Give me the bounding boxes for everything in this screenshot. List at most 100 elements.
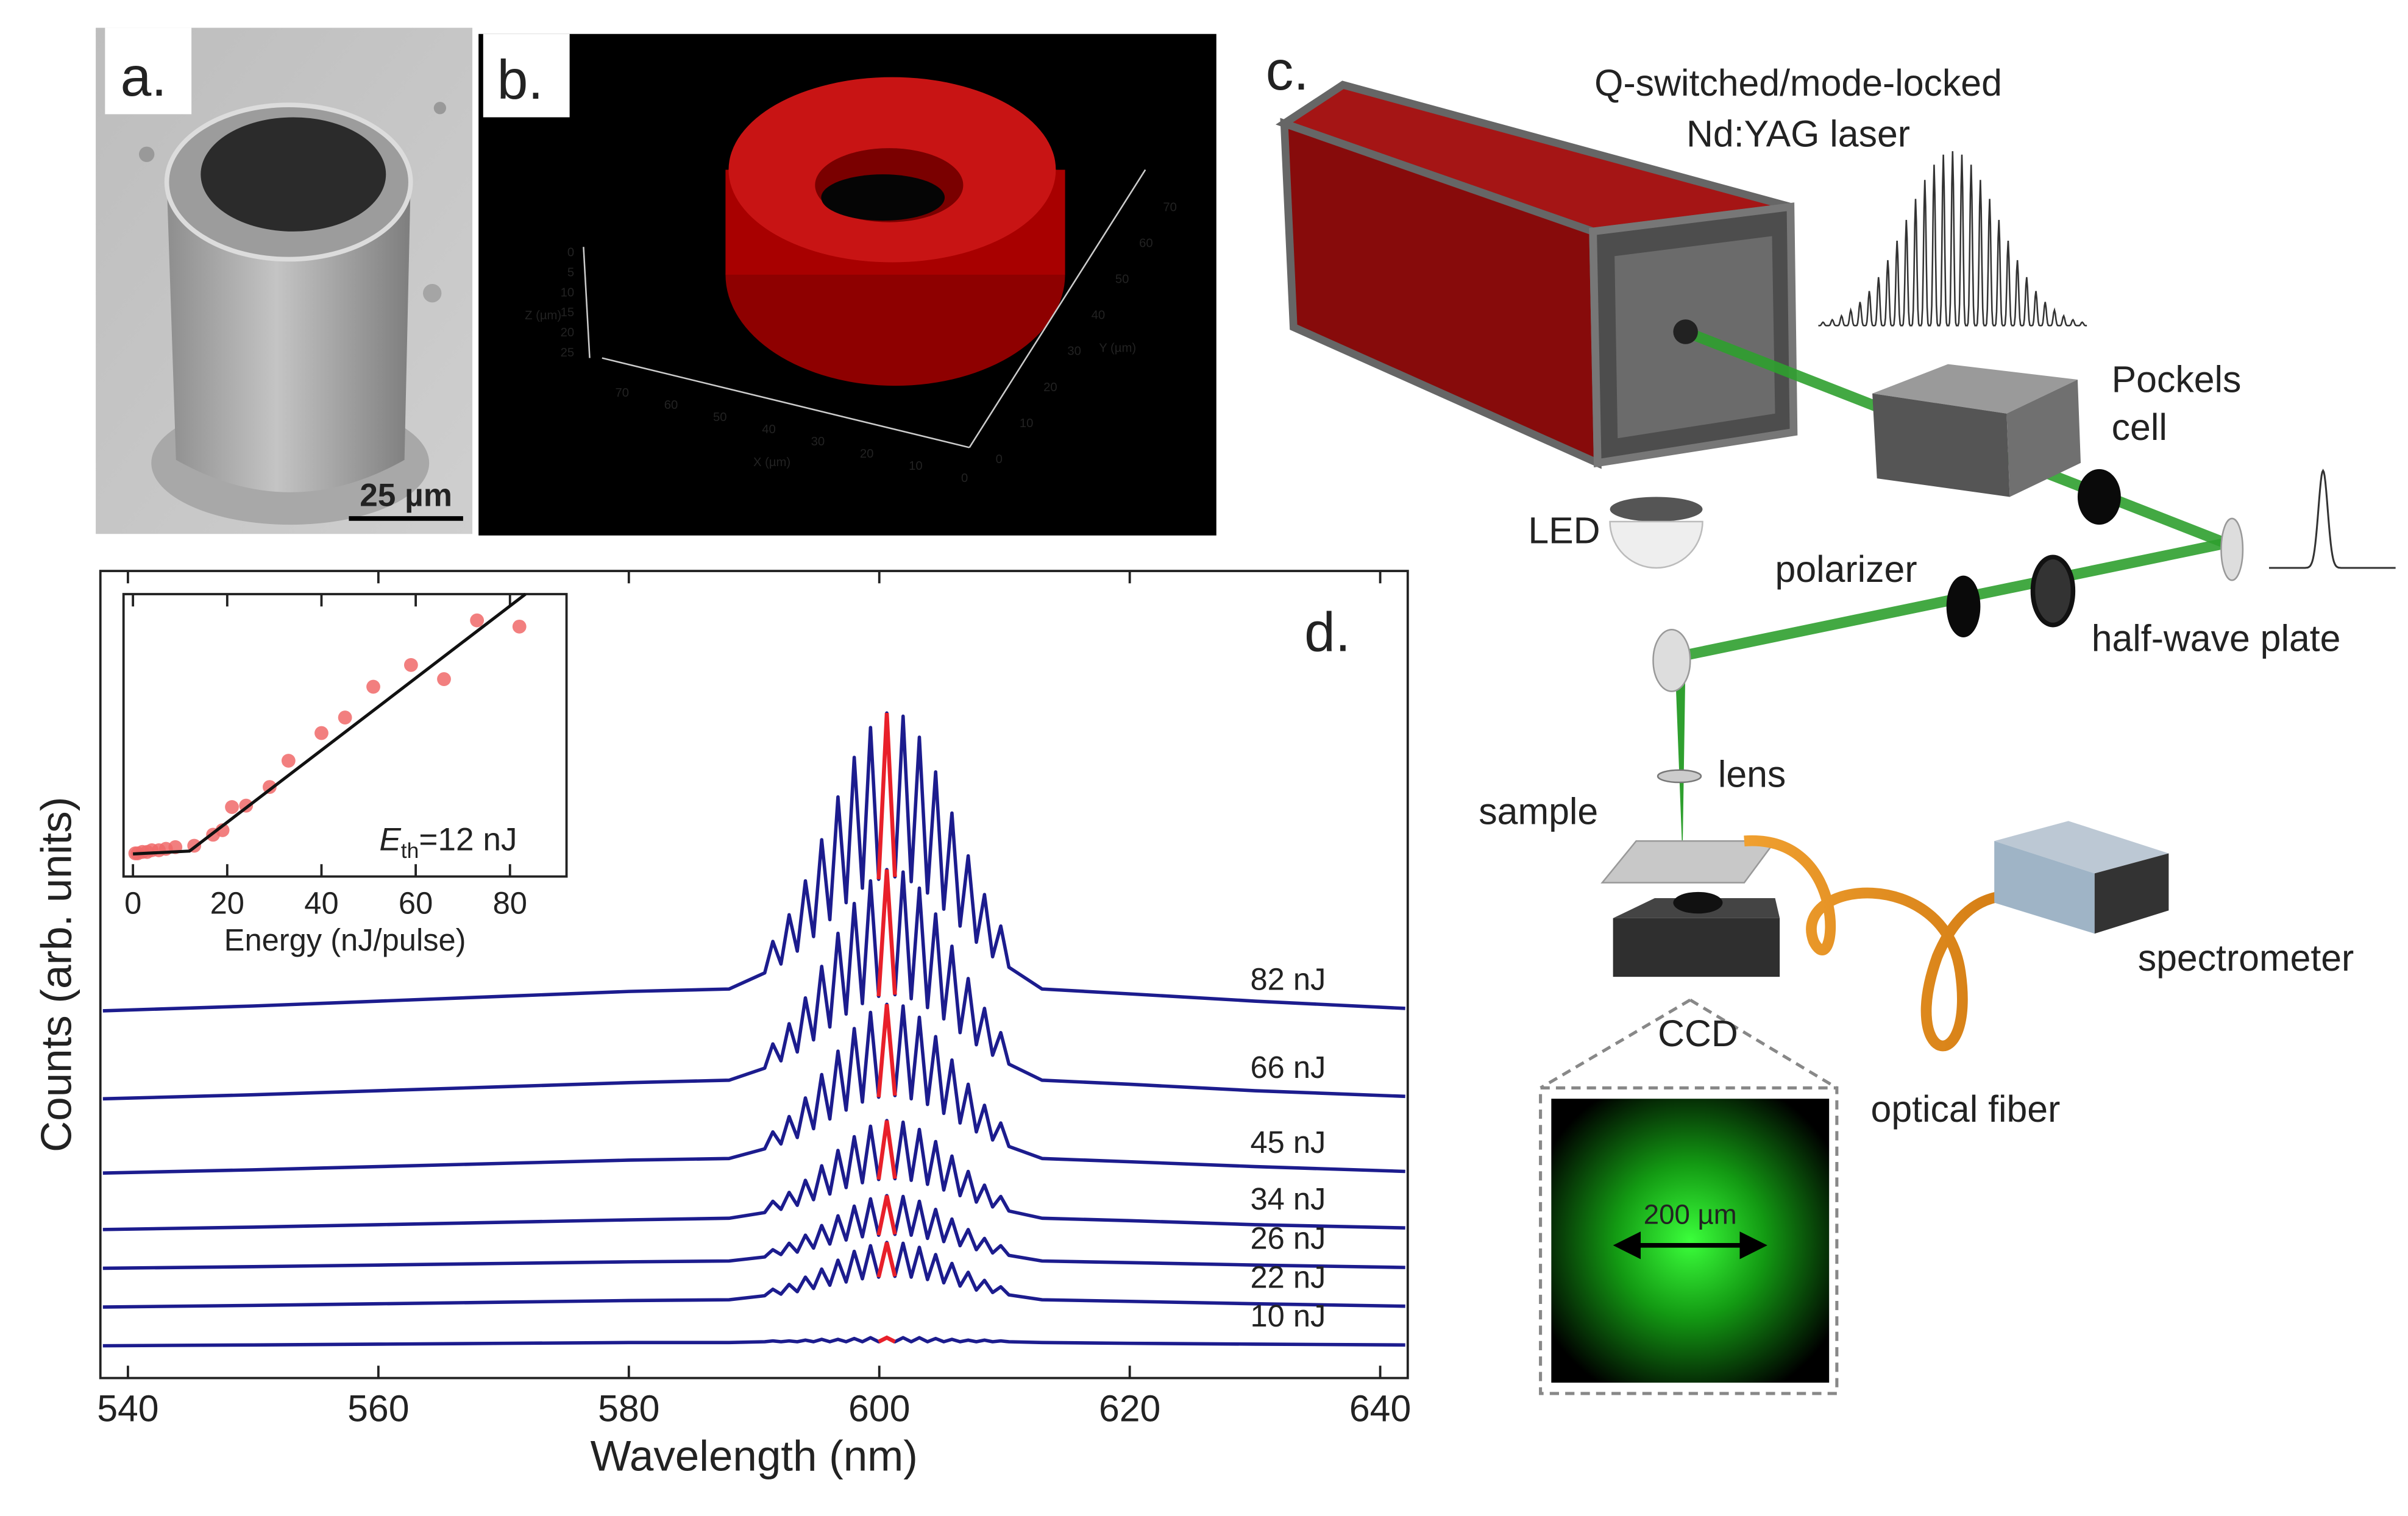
led-label: LED (1528, 509, 1600, 551)
spectrometer-side (2094, 853, 2169, 934)
mirror (2220, 517, 2244, 581)
x-tick-label: 30 (811, 435, 825, 448)
series-label: 66 nJ (1250, 1050, 1326, 1085)
data-point (437, 672, 451, 686)
z-tick-label: 15 (561, 306, 575, 319)
data-point (470, 613, 485, 628)
axis-line (583, 247, 591, 358)
axis-title: Y (µm) (1099, 341, 1136, 355)
laser-label: Nd:YAG laser (1686, 113, 1910, 155)
x-tick-label: 0 (124, 885, 141, 920)
ccd-lens (1673, 891, 1723, 914)
panel-a: a. 25 µm (96, 27, 473, 534)
data-point (366, 679, 380, 694)
spectrum (102, 1194, 1405, 1270)
highlight-peak (876, 1120, 897, 1180)
label-box (105, 27, 192, 115)
single-pulse (2268, 469, 2396, 569)
axis-line (602, 357, 970, 448)
highlight-peak (876, 1195, 897, 1236)
laser-aperture (1673, 319, 1698, 344)
fiber (1744, 835, 2051, 1052)
y-tick-label: 60 (1139, 237, 1153, 250)
series-label: 34 nJ (1250, 1181, 1326, 1216)
spectrum (102, 1336, 1405, 1348)
series-label: 22 nJ (1250, 1259, 1326, 1294)
z-tick-label: 20 (561, 326, 575, 339)
label-box (483, 34, 570, 118)
z-tick-label: 5 (567, 266, 574, 279)
panel-label: b. (497, 49, 544, 111)
pockels-front (1872, 393, 2010, 497)
sem-spot (433, 102, 447, 115)
sem-spot (423, 283, 442, 303)
y-axis-label: Counts (arb. units) (33, 797, 81, 1152)
y-tick-label: 10 (1020, 417, 1034, 430)
lens-label: lens (1718, 754, 1786, 795)
highlight-peak (876, 869, 897, 997)
data-point (281, 754, 296, 768)
zoom-box (1539, 1086, 1839, 1395)
wave-plate-label: half-wave plate (2092, 618, 2341, 659)
ccd-label: CCD (1658, 1013, 1738, 1054)
spectrometer-top (1994, 821, 2169, 874)
data-point (403, 657, 418, 672)
y-tick-label: 70 (1163, 201, 1177, 214)
panel-label: a. (121, 46, 167, 108)
x-tick-label: 540 (97, 1388, 158, 1429)
x-tick-label: 60 (399, 885, 433, 920)
plot-frame (99, 570, 1409, 1380)
tube-body (166, 182, 411, 492)
y-tick-label: 30 (1067, 345, 1081, 358)
scale-bar-label: 25 µm (360, 478, 452, 514)
data-point (263, 780, 277, 794)
x-tick-label: 50 (713, 411, 727, 424)
y-tick-label: 20 (1043, 381, 1057, 394)
x-axis-label: Wavelength (nm) (591, 1433, 918, 1481)
spectrum (102, 1241, 1405, 1309)
series-label: 26 nJ (1250, 1221, 1326, 1256)
image-scale: 200 µm (1644, 1199, 1737, 1230)
polarizer-optic (2077, 469, 2121, 525)
spectrum (102, 868, 1405, 1101)
sample-slide (1600, 840, 1777, 884)
highlight-peak (878, 1335, 896, 1344)
x-tick-label: 80 (493, 885, 527, 920)
x-tick-label: 600 (848, 1388, 910, 1429)
tube-hole (201, 117, 386, 232)
zoom-line (1689, 998, 1838, 1089)
polarizer-label: polarizer (1775, 548, 1917, 590)
pockels-label: Pockels (2112, 358, 2242, 400)
panel-label: c. (1266, 40, 1309, 102)
led-dome (1609, 520, 1703, 569)
data-point (314, 726, 329, 740)
z-tick-label: 0 (567, 246, 574, 259)
series-label: 10 nJ (1250, 1298, 1326, 1333)
pockels-side (2006, 380, 2081, 497)
mirror (1652, 629, 1691, 692)
x-tick-label: 40 (762, 423, 776, 436)
x-tick-label: 70 (615, 386, 629, 400)
z-tick-label: 25 (561, 346, 575, 360)
highlight-peak (876, 1242, 897, 1278)
lens (1657, 769, 1702, 784)
x-tick-label: 60 (664, 398, 678, 412)
panel-c: c. 200 µm Q-switched/m (1266, 40, 2396, 1395)
laser-label: Q-switched/mode-locked (1594, 62, 2002, 104)
x-tick-label: 10 (909, 459, 923, 473)
x-tick-label: 20 (210, 885, 244, 920)
polarizer (1946, 575, 1981, 637)
panel-b: b. Z (µm) X (µm) Y (µm) 0 5 10 15 20 25 70 60 50… (478, 34, 1216, 536)
spectrometer-front (1994, 841, 2095, 934)
data-point (225, 800, 239, 814)
zoom-line (1540, 998, 1691, 1089)
annotation-text: =12 nJ (419, 821, 517, 857)
spectrum (102, 1119, 1405, 1231)
fiber-label: optical fiber (1871, 1088, 2061, 1130)
led-disk (1610, 497, 1703, 522)
series-label: 82 nJ (1250, 962, 1326, 997)
ccd-body (1613, 918, 1780, 977)
sem-spot (139, 146, 155, 162)
